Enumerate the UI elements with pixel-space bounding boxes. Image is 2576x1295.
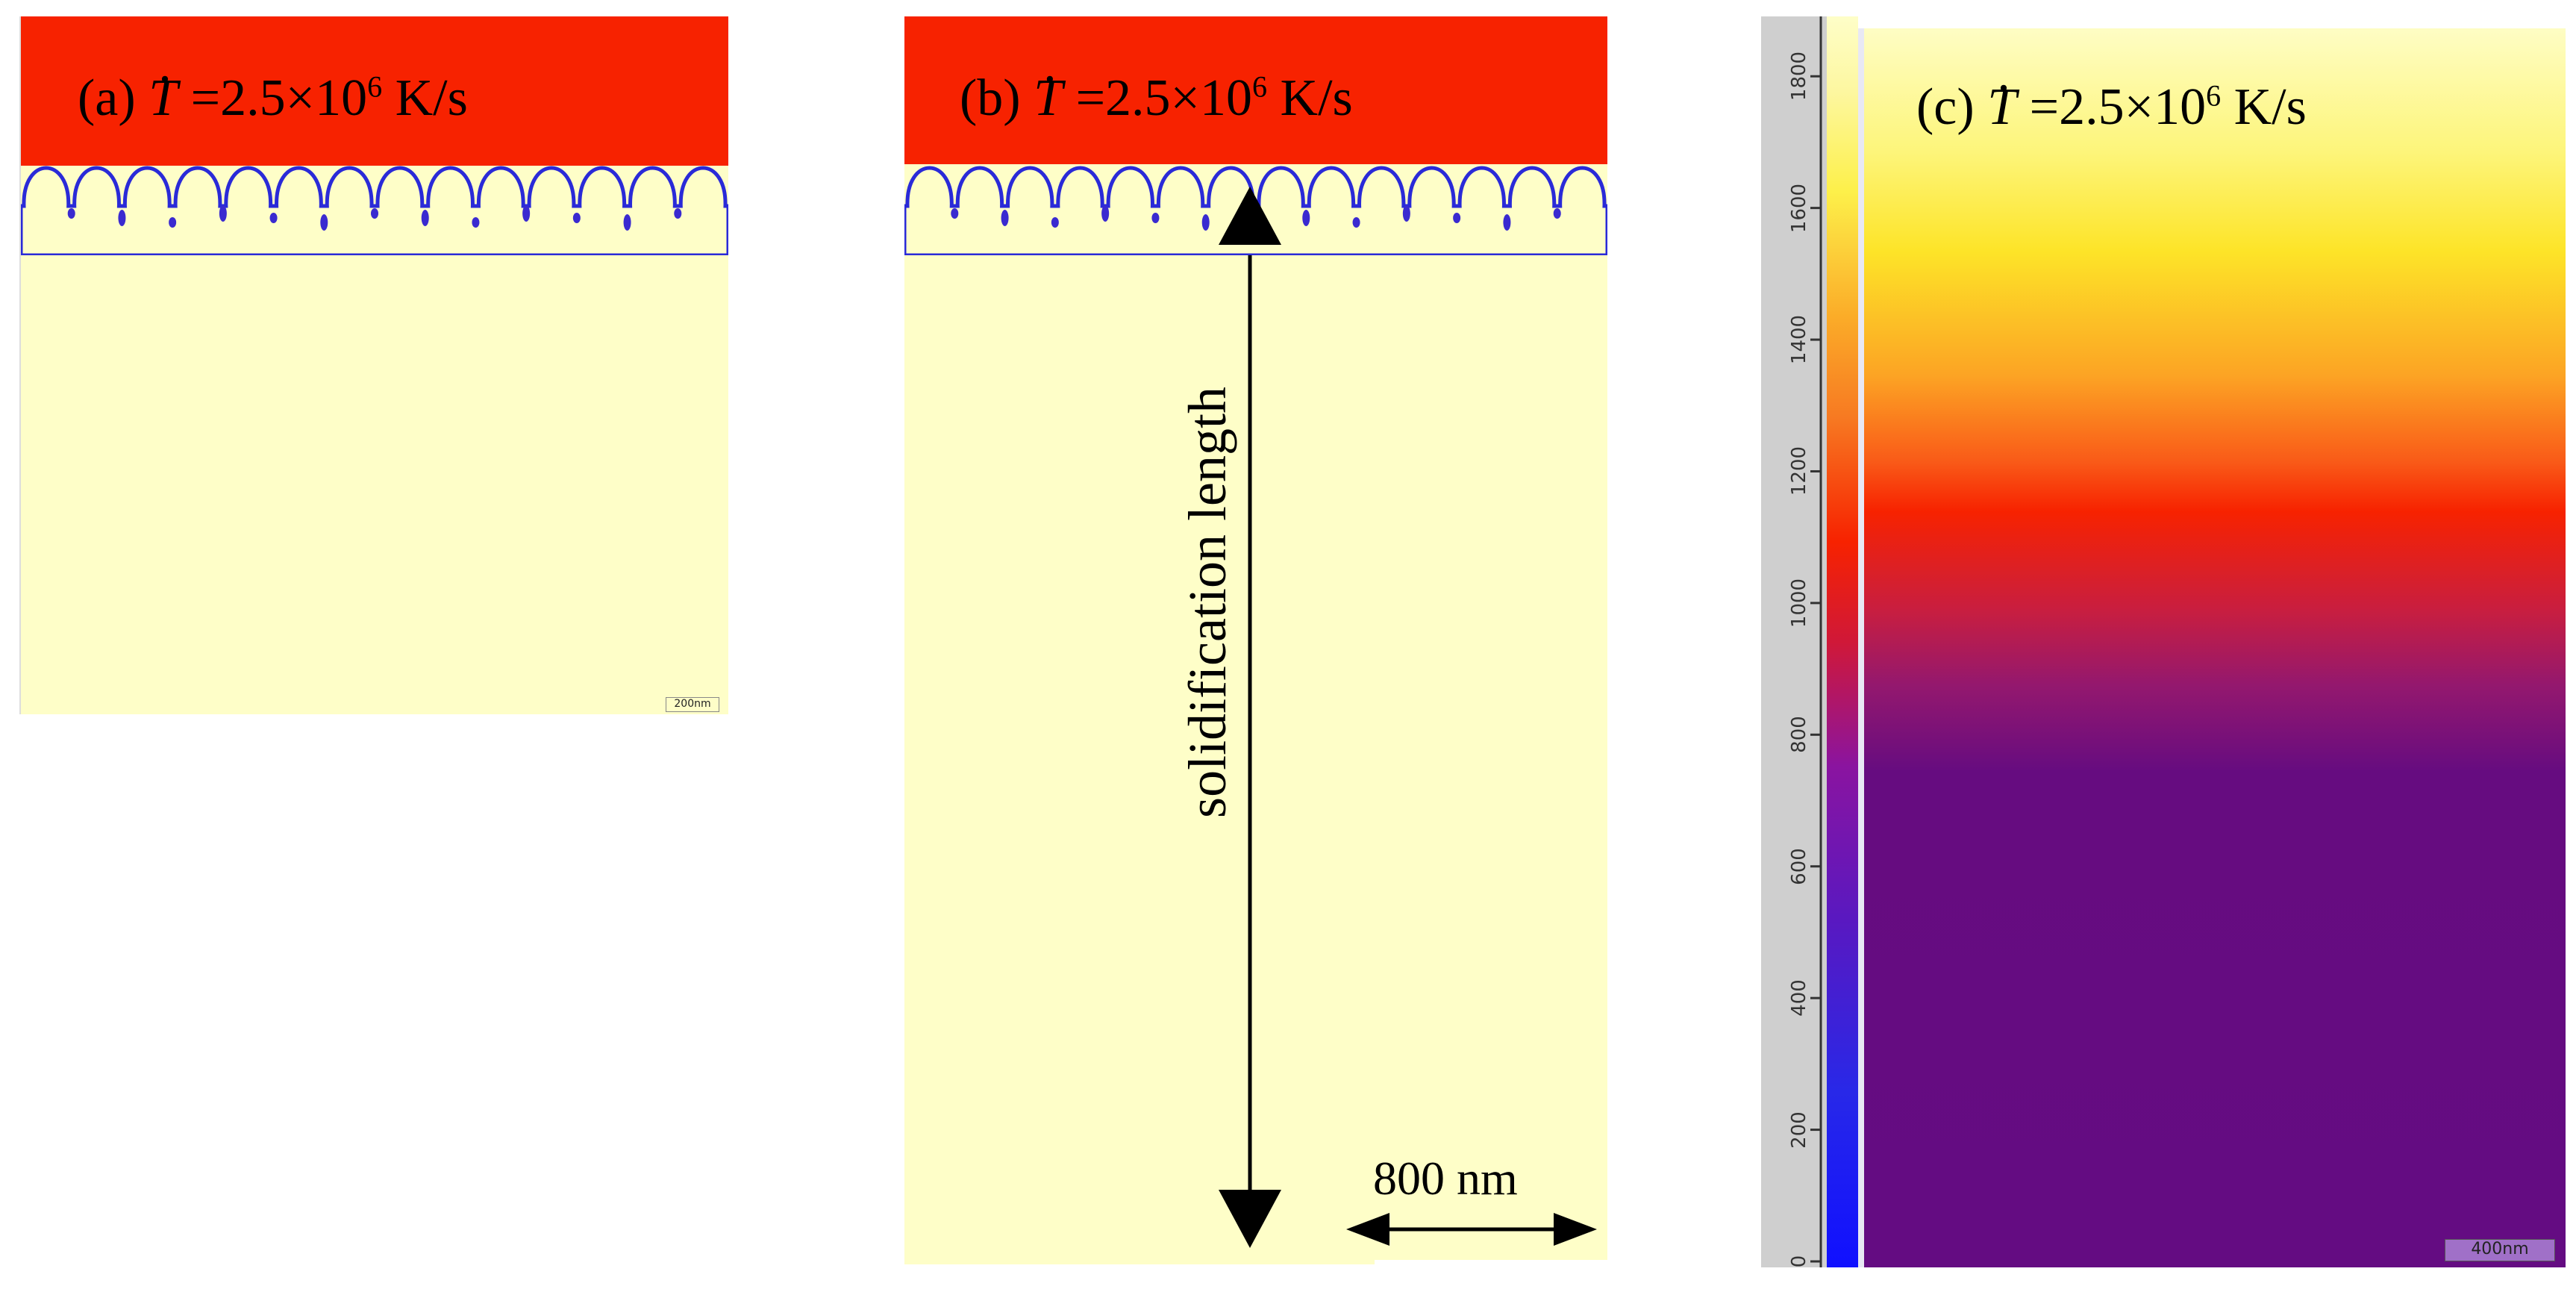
groove-droplet <box>951 208 959 219</box>
colorbar-tick-label: 1200 <box>1788 446 1810 496</box>
scale-label-b: 800 nm <box>1373 1152 1518 1205</box>
colorbar-tick-label: 0 <box>1788 1255 1810 1268</box>
groove-droplet <box>1001 210 1009 226</box>
groove-droplet <box>572 213 581 223</box>
colorbar-tick-label: 400 <box>1788 979 1810 1017</box>
colorbar-tick-label: 600 <box>1788 847 1810 885</box>
liquid-region <box>21 16 728 166</box>
dendrite-front <box>21 166 728 255</box>
groove-droplet <box>1101 205 1110 222</box>
groove-droplet <box>320 214 328 231</box>
groove-droplet <box>1553 208 1561 219</box>
groove-droplet <box>1352 217 1360 228</box>
groove-droplet <box>1201 214 1210 231</box>
panel-b: (b) T =2.5×106 K/s solidification length… <box>904 16 1607 1264</box>
panel-a: (a) T =2.5×106 K/s 200nm <box>19 16 728 714</box>
groove-droplet <box>623 214 631 231</box>
groove-droplet <box>421 210 429 226</box>
panel-a-label: (a) T =2.5×106 K/s <box>78 69 468 128</box>
scale-bar-c: 400nm <box>2445 1239 2555 1261</box>
temperature-field: (c) T =2.5×106 K/s 400nm <box>1864 28 2566 1267</box>
separator <box>1858 28 1864 1267</box>
groove-droplet <box>522 205 531 222</box>
groove-droplet <box>1151 213 1160 223</box>
colorbar-tick-label: 1000 <box>1788 578 1810 628</box>
groove-droplet <box>1051 217 1059 228</box>
groove-droplet <box>472 217 480 228</box>
groove-droplet <box>1302 210 1310 226</box>
solidification-length-label: solidification length <box>1178 387 1237 818</box>
liquid-region <box>904 16 1607 164</box>
colorbar-tick-label: 1400 <box>1788 314 1810 365</box>
scale-bar-a: 200nm <box>666 697 719 712</box>
groove-droplet <box>118 210 126 226</box>
groove-droplet <box>674 208 682 219</box>
colorbar-tick-label: 1600 <box>1788 183 1810 233</box>
colorbar-tick-label: 200 <box>1788 1111 1810 1149</box>
panel-c-label: (c) T =2.5×106 K/s <box>1916 78 2307 137</box>
groove-droplet <box>67 208 75 219</box>
groove-droplet <box>269 213 278 223</box>
groove-droplet <box>1503 214 1511 231</box>
groove-droplet <box>169 217 177 228</box>
groove-droplet <box>371 208 378 219</box>
solidification-length-arrow <box>1219 187 1597 1248</box>
groove-droplet <box>1402 205 1410 222</box>
colorbar-axis <box>1810 16 1822 1267</box>
colorbar-tick-label: 800 <box>1788 716 1810 754</box>
colorbar <box>1827 16 1858 1267</box>
panel-b-label: (b) T =2.5×106 K/s <box>960 69 1353 128</box>
colorbar-tick-label: 1800 <box>1788 52 1810 102</box>
groove-droplet <box>1453 213 1461 223</box>
panel-b-edge <box>1375 1260 1607 1264</box>
groove-droplet <box>219 205 227 222</box>
